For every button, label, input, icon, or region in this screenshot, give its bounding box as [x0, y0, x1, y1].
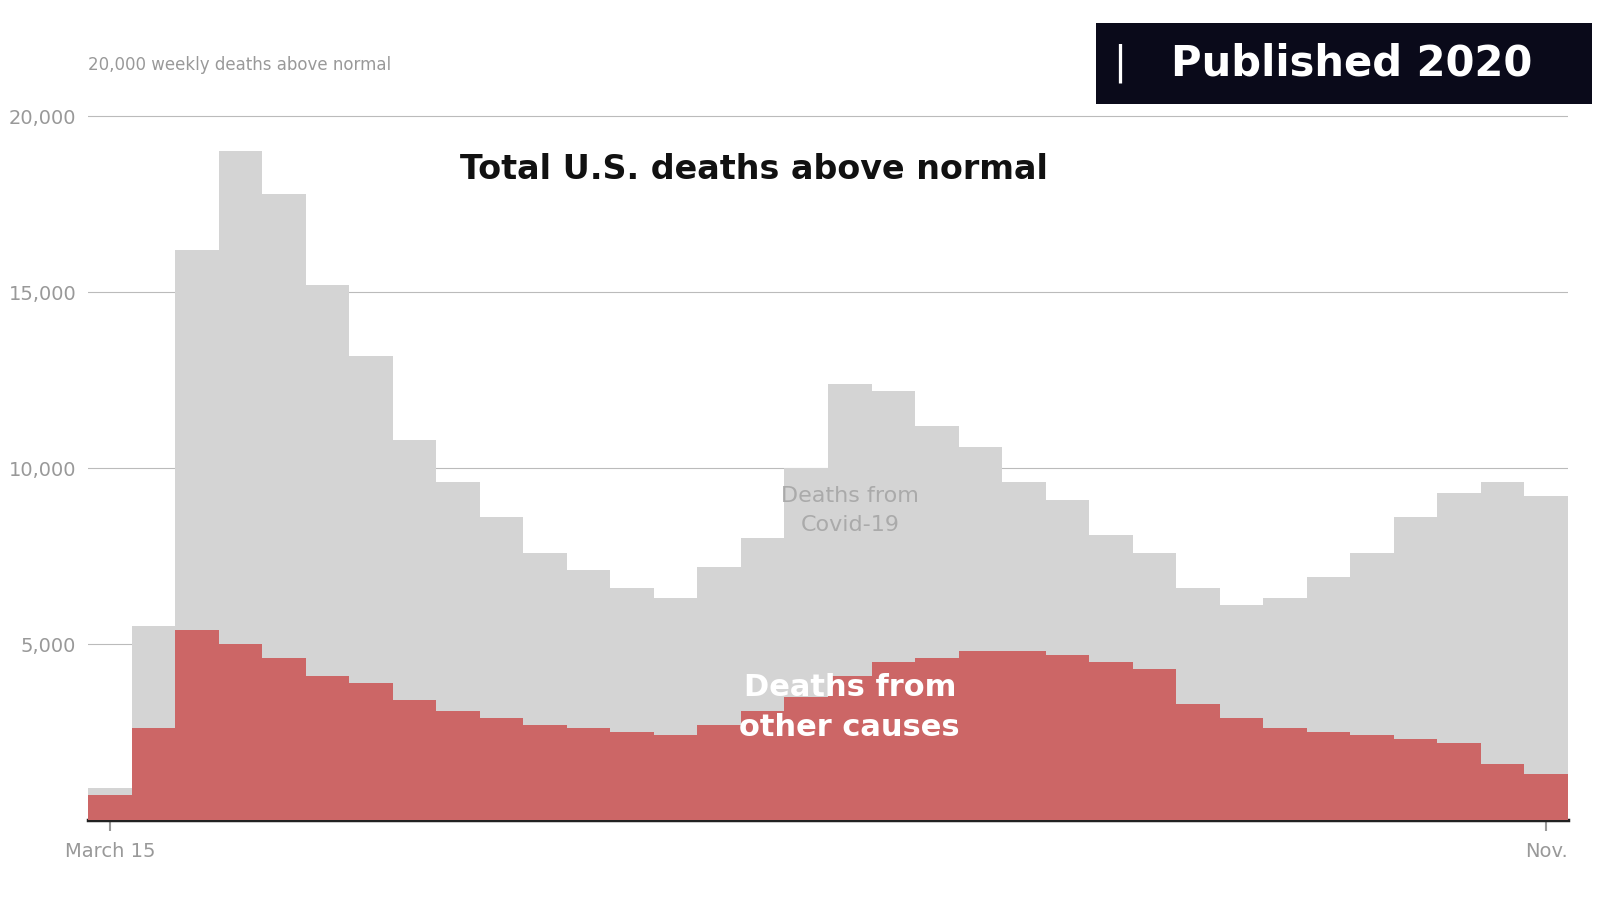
Bar [1437, 493, 1482, 820]
Bar [741, 711, 784, 820]
Bar [958, 447, 1002, 820]
Bar [1394, 517, 1437, 820]
Bar [480, 718, 523, 820]
Bar [219, 644, 262, 820]
Bar [784, 696, 829, 820]
Bar [741, 539, 784, 820]
Bar [1090, 535, 1133, 820]
Bar [1002, 651, 1046, 820]
Bar [654, 598, 698, 820]
Bar [1264, 598, 1307, 820]
Bar [88, 796, 131, 820]
Bar [1482, 764, 1525, 820]
Bar [174, 250, 219, 820]
Bar [174, 630, 219, 820]
Bar [262, 194, 306, 820]
Bar [698, 725, 741, 820]
Text: |: | [1114, 43, 1126, 83]
Bar [1046, 500, 1090, 820]
Bar [1525, 496, 1568, 820]
Bar [392, 440, 437, 820]
Bar [1525, 774, 1568, 820]
Bar [610, 587, 654, 820]
Bar [1133, 669, 1176, 820]
Bar [784, 469, 829, 820]
Bar [306, 285, 349, 820]
Bar [1176, 587, 1219, 820]
Bar [1002, 482, 1046, 820]
Bar [1046, 654, 1090, 820]
Bar [654, 735, 698, 820]
Bar [915, 426, 958, 820]
Bar [610, 732, 654, 820]
Bar [523, 725, 566, 820]
Bar [1350, 735, 1394, 820]
Bar [1176, 704, 1219, 820]
Bar [349, 683, 392, 820]
Bar [306, 676, 349, 820]
Bar [915, 658, 958, 820]
Text: Published 2020: Published 2020 [1171, 42, 1533, 84]
Bar [1394, 739, 1437, 820]
Text: Total U.S. deaths above normal: Total U.S. deaths above normal [461, 153, 1048, 187]
Bar [1264, 728, 1307, 820]
Bar [219, 151, 262, 820]
Bar [698, 567, 741, 820]
Bar [480, 517, 523, 820]
Bar [1219, 605, 1264, 820]
Bar [1350, 552, 1394, 820]
Bar [1437, 742, 1482, 820]
Bar [1307, 732, 1350, 820]
Bar [262, 658, 306, 820]
Text: 20,000 weekly deaths above normal: 20,000 weekly deaths above normal [88, 56, 390, 74]
Bar [829, 676, 872, 820]
Text: Deaths from
other causes: Deaths from other causes [739, 672, 960, 742]
Bar [131, 728, 174, 820]
Bar [1090, 661, 1133, 820]
Bar [1133, 552, 1176, 820]
Bar [1482, 482, 1525, 820]
Bar [566, 728, 610, 820]
Bar [88, 788, 131, 820]
Bar [872, 661, 915, 820]
Bar [872, 391, 915, 820]
Bar [958, 651, 1002, 820]
Bar [1219, 718, 1264, 820]
Bar [829, 384, 872, 820]
Bar [437, 482, 480, 820]
Bar [437, 711, 480, 820]
Bar [131, 626, 174, 820]
Bar [392, 700, 437, 820]
Bar [1307, 578, 1350, 820]
Bar [349, 356, 392, 820]
Bar [523, 552, 566, 820]
Text: Deaths from
Covid-19: Deaths from Covid-19 [781, 486, 918, 535]
Bar [566, 570, 610, 820]
